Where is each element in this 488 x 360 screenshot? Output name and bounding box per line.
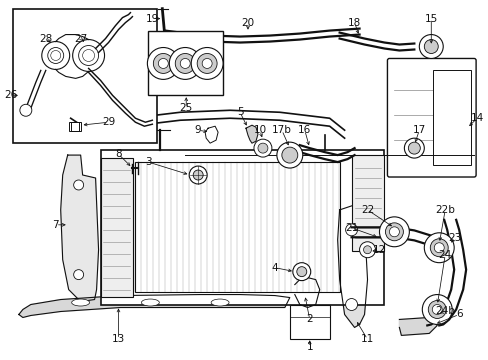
Circle shape [175,54,195,73]
Text: 22b: 22b [434,205,454,215]
Circle shape [388,227,399,237]
Polygon shape [61,155,99,302]
Text: 18: 18 [347,18,361,28]
Circle shape [74,270,83,280]
Circle shape [281,147,297,163]
Text: 26: 26 [4,90,18,100]
Circle shape [379,217,408,247]
Circle shape [79,45,99,66]
Circle shape [424,40,437,54]
Circle shape [276,142,302,168]
Circle shape [48,48,63,63]
Circle shape [363,246,371,254]
Circle shape [422,294,451,324]
Text: 8: 8 [115,149,122,159]
Circle shape [193,170,203,180]
Circle shape [404,138,424,158]
Text: 14: 14 [469,113,483,123]
Text: 22: 22 [360,205,373,215]
Text: 7: 7 [52,220,59,230]
Bar [289,305,329,339]
Circle shape [258,143,267,153]
Circle shape [41,41,69,69]
Text: 10: 10 [253,125,266,135]
Circle shape [429,239,447,257]
Circle shape [292,263,310,280]
Polygon shape [337,205,367,328]
Text: 12: 12 [372,245,386,255]
Bar [351,155,384,251]
Text: 3: 3 [145,157,151,167]
Bar [101,158,133,297]
Bar [13,9,157,143]
Text: 19: 19 [145,14,159,24]
Circle shape [345,224,357,236]
Text: 20: 20 [241,18,254,28]
Ellipse shape [72,299,89,306]
Text: 9: 9 [195,125,201,135]
Circle shape [73,40,104,71]
Text: 24b: 24b [434,306,454,316]
Text: 2: 2 [306,314,312,324]
Circle shape [82,50,94,62]
Bar [432,71,470,165]
Circle shape [197,54,217,73]
Circle shape [253,139,271,157]
Text: 29: 29 [102,117,115,127]
Circle shape [345,298,357,310]
Circle shape [51,50,61,60]
Circle shape [169,48,201,80]
Ellipse shape [211,299,228,306]
Circle shape [202,58,212,68]
Bar [68,122,81,131]
Text: 13: 13 [112,334,125,345]
Text: 23: 23 [447,233,461,243]
Bar [101,150,384,305]
FancyBboxPatch shape [386,58,475,177]
Text: 1: 1 [306,342,312,352]
Text: 17: 17 [412,125,425,135]
Circle shape [180,58,190,68]
Circle shape [427,301,446,319]
Circle shape [74,180,83,190]
Text: 5: 5 [236,107,243,117]
Text: 25: 25 [179,103,192,113]
Text: 17b: 17b [271,125,291,135]
Bar [148,31,223,95]
Text: 24: 24 [438,250,451,260]
Text: 16: 16 [298,125,311,135]
Circle shape [189,166,207,184]
Polygon shape [19,294,289,318]
Circle shape [407,142,420,154]
Circle shape [419,35,442,58]
Circle shape [424,233,453,263]
Circle shape [296,267,306,276]
Circle shape [158,58,168,68]
Circle shape [385,223,403,241]
Text: 4: 4 [271,263,278,273]
Polygon shape [245,125,258,143]
Text: 15: 15 [424,14,437,24]
Text: 27: 27 [74,33,87,44]
Circle shape [191,48,223,80]
Polygon shape [399,318,436,336]
Ellipse shape [141,299,159,306]
Text: 6: 6 [455,310,462,319]
Circle shape [359,242,375,258]
Circle shape [433,243,443,253]
Circle shape [20,104,32,116]
Circle shape [147,48,179,80]
Text: 21: 21 [344,223,358,233]
Text: 28: 28 [39,33,52,44]
Circle shape [431,305,441,315]
Circle shape [153,54,173,73]
Text: 11: 11 [360,334,373,345]
Bar [135,162,339,292]
